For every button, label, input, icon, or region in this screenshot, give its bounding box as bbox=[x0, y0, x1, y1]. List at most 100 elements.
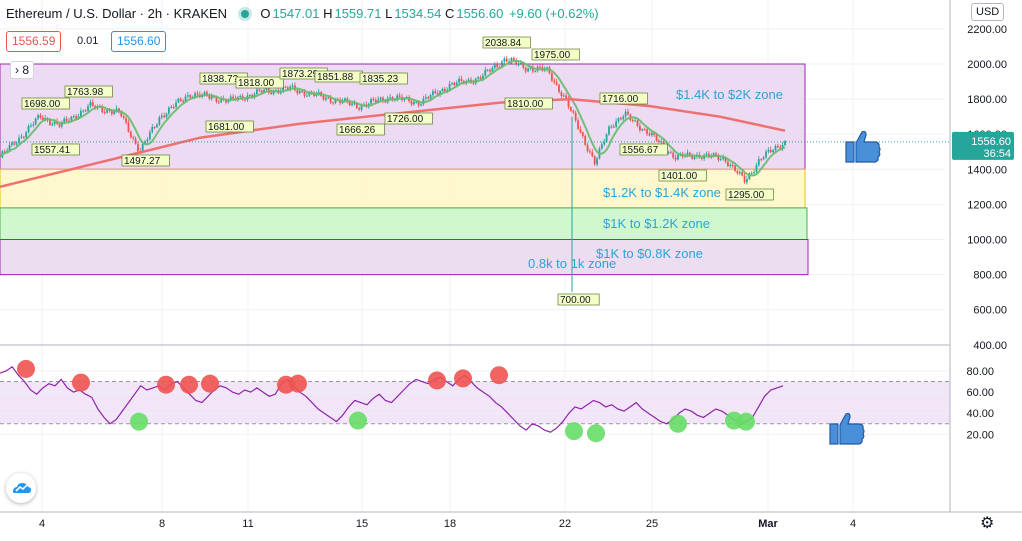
candle-body bbox=[106, 109, 108, 113]
buy-button[interactable]: 1556.60 bbox=[111, 31, 167, 52]
candle-body bbox=[215, 97, 218, 102]
rsi-markers bbox=[17, 359, 755, 443]
price-axis-tick: 1400.00 bbox=[967, 164, 1007, 176]
indicator-toggle[interactable]: › 8 bbox=[10, 61, 35, 79]
candle-body bbox=[767, 149, 770, 152]
candle-body bbox=[398, 95, 401, 97]
price-label-box bbox=[619, 143, 668, 156]
candle-body bbox=[8, 144, 11, 151]
candle-body bbox=[493, 64, 496, 68]
thumb-cuff bbox=[845, 141, 855, 163]
price-axis-ticks: 2200.002000.001800.001600.001400.001200.… bbox=[967, 24, 1007, 352]
candle-body bbox=[774, 145, 777, 151]
candle-body bbox=[596, 158, 598, 165]
candle-body bbox=[389, 97, 392, 99]
candle-body bbox=[213, 96, 215, 98]
oversold-marker bbox=[565, 422, 583, 441]
candle-body bbox=[18, 137, 20, 144]
price-axis-tick: 600.00 bbox=[973, 305, 1007, 317]
candle-body bbox=[686, 152, 689, 156]
candle-body bbox=[370, 99, 372, 104]
candle-body bbox=[643, 129, 646, 131]
candle-body bbox=[182, 100, 185, 102]
candle-body bbox=[258, 89, 261, 91]
price-axis-tick: 800.00 bbox=[973, 270, 1007, 282]
candle-body bbox=[577, 120, 579, 130]
candle-body bbox=[379, 97, 382, 100]
candle-body bbox=[265, 88, 268, 90]
candle-body bbox=[332, 102, 334, 104]
candle-body bbox=[717, 155, 720, 160]
candle-body bbox=[448, 84, 451, 90]
candle-body bbox=[334, 99, 337, 104]
currency-button[interactable]: USD bbox=[971, 3, 1005, 21]
candle-body bbox=[562, 95, 565, 97]
price-label: 1295.00 bbox=[728, 190, 765, 201]
candle-body bbox=[700, 157, 703, 159]
candle-body bbox=[70, 116, 73, 122]
candle-body bbox=[522, 62, 525, 68]
candle-body bbox=[172, 106, 175, 108]
rsi-axis-tick: 80.00 bbox=[966, 366, 994, 378]
candle-body bbox=[512, 58, 515, 60]
candle-body bbox=[550, 73, 553, 81]
time-axis-ticks: 4 8 11 15 18 22 25 Mar 4 bbox=[39, 518, 856, 530]
indicator-count: 8 bbox=[22, 63, 30, 77]
time-axis-tick: 25 bbox=[646, 518, 658, 530]
price-label-box bbox=[482, 36, 531, 49]
zone-label: $1.2K to $1.4K zone bbox=[603, 185, 721, 200]
candle-body bbox=[619, 118, 622, 120]
candle-body bbox=[622, 116, 625, 120]
candle-body bbox=[591, 152, 594, 157]
candle-body bbox=[148, 132, 151, 140]
candle-body bbox=[189, 95, 192, 98]
candle-body bbox=[581, 132, 584, 137]
candle-body bbox=[374, 100, 377, 103]
gear-icon[interactable]: ⚙ bbox=[980, 515, 995, 532]
time-axis-tick: 11 bbox=[242, 518, 253, 530]
time-axis-tick: Mar bbox=[758, 518, 778, 530]
overbought-marker bbox=[428, 371, 446, 390]
candle-body bbox=[141, 143, 144, 152]
price-label: 1835.23 bbox=[362, 74, 399, 85]
zone-label: 0.8k to 1k zone bbox=[528, 256, 616, 271]
price-label: 2038.84 bbox=[485, 38, 522, 49]
price-label: 1557.41 bbox=[34, 145, 71, 156]
candle-body bbox=[272, 90, 275, 94]
low-label: L bbox=[385, 6, 393, 21]
zone-label: $1K to $1.2K zone bbox=[603, 216, 710, 231]
candle-body bbox=[748, 173, 751, 180]
candle-body bbox=[667, 152, 670, 154]
close-label: C bbox=[444, 6, 455, 21]
symbol-title[interactable]: Ethereum / U.S. Dollar · 2h · KRAKEN bbox=[6, 6, 228, 21]
candle-body bbox=[194, 93, 196, 98]
candle-body bbox=[460, 78, 463, 81]
market-status-icon bbox=[240, 9, 249, 18]
oversold-marker bbox=[349, 411, 367, 430]
price-label: 1810.00 bbox=[507, 99, 544, 110]
oversold-marker bbox=[669, 414, 687, 433]
candle-body bbox=[253, 94, 256, 98]
candle-body bbox=[232, 96, 235, 99]
price-label: 1556.67 bbox=[622, 145, 659, 156]
candle-body bbox=[113, 111, 116, 115]
candle-body bbox=[765, 151, 767, 158]
candle-body bbox=[593, 156, 596, 165]
candle-body bbox=[89, 102, 92, 107]
candle-body bbox=[646, 129, 648, 134]
candle-body bbox=[263, 89, 265, 93]
price-label-box bbox=[384, 112, 433, 125]
tradingview-logo[interactable] bbox=[6, 473, 36, 503]
sell-button[interactable]: 1556.59 bbox=[6, 31, 62, 52]
candle-body bbox=[729, 164, 732, 167]
candle-body bbox=[165, 113, 168, 118]
price-axis-tick: 400.00 bbox=[973, 340, 1007, 352]
candle-body bbox=[529, 67, 532, 69]
candle-body bbox=[479, 77, 482, 80]
rsi-axis-tick: 20.00 bbox=[966, 429, 994, 441]
candle-body bbox=[25, 132, 28, 138]
current-price-tag bbox=[952, 131, 1014, 160]
candle-body bbox=[177, 98, 180, 103]
zone-label: $1K to $0.8K zone bbox=[596, 246, 703, 261]
